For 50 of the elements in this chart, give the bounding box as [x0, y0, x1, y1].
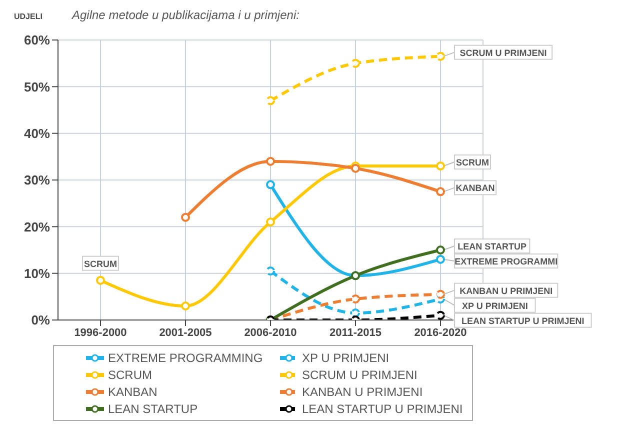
annotation: SCRUM [456, 158, 489, 168]
annotation: XP U PRIMJENI [462, 300, 528, 311]
point [436, 246, 445, 254]
annotation: KANBAN U PRIMJENI [460, 286, 553, 296]
y-tick-label: 30% [24, 172, 50, 188]
annotation: EXTREME PROGRAMMI [454, 256, 558, 266]
point [436, 187, 445, 196]
y-axis-title: UDJELI [13, 12, 44, 21]
point [436, 162, 445, 170]
point [266, 180, 275, 190]
legend-label: LEAN STARTUP [108, 402, 198, 416]
legend-label: KANBAN [108, 384, 158, 398]
y-tick-label: 10% [24, 266, 50, 281]
x-tick-label: 2006-2010 [244, 326, 297, 339]
annotation: SCRUM [84, 258, 117, 269]
x-tick-label: 2016-2020 [414, 326, 467, 339]
chart-title: Agilne metode u publikacijama i u primjeni: [72, 8, 300, 22]
point [266, 156, 275, 166]
legend-label: SCRUM [108, 368, 152, 382]
y-tick-label: 60% [24, 32, 50, 48]
point [266, 218, 275, 226]
y-tick-label: 0% [31, 312, 50, 328]
legend-label: XP U PRIMJENI [302, 350, 390, 364]
legend-label: LEAN STARTUP U PRIMJENI [302, 402, 463, 416]
annotation: LEAN STARTUP U PRIMJENI [462, 316, 584, 326]
point [266, 96, 275, 106]
y-tick-label: 40% [24, 126, 50, 141]
legend-label: EXTREME PROGRAMMING [108, 350, 263, 364]
legend-label: KANBAN U PRIMJENI [302, 384, 423, 398]
annotation: KANBAN [456, 183, 495, 194]
point [436, 290, 445, 299]
point [351, 164, 360, 173]
point [181, 212, 190, 222]
x-tick-label: 1996-2000 [74, 326, 127, 339]
point [181, 302, 190, 310]
x-tick-label: 2001-2005 [159, 326, 212, 339]
y-tick-label: 20% [24, 219, 50, 234]
point [436, 310, 445, 320]
y-tick-label: 50% [24, 79, 50, 94]
point [266, 266, 275, 276]
point [96, 276, 105, 285]
point [351, 58, 360, 68]
point [351, 308, 360, 318]
x-tick-label: 2011-2015 [330, 326, 382, 339]
point [436, 52, 445, 61]
legend-label: SCRUM U PRIMJENI [302, 368, 418, 382]
point [351, 294, 360, 304]
annotation: SCRUM U PRIMJENI [460, 48, 547, 58]
annotation: LEAN STARTUP [458, 242, 527, 252]
point [436, 254, 445, 264]
